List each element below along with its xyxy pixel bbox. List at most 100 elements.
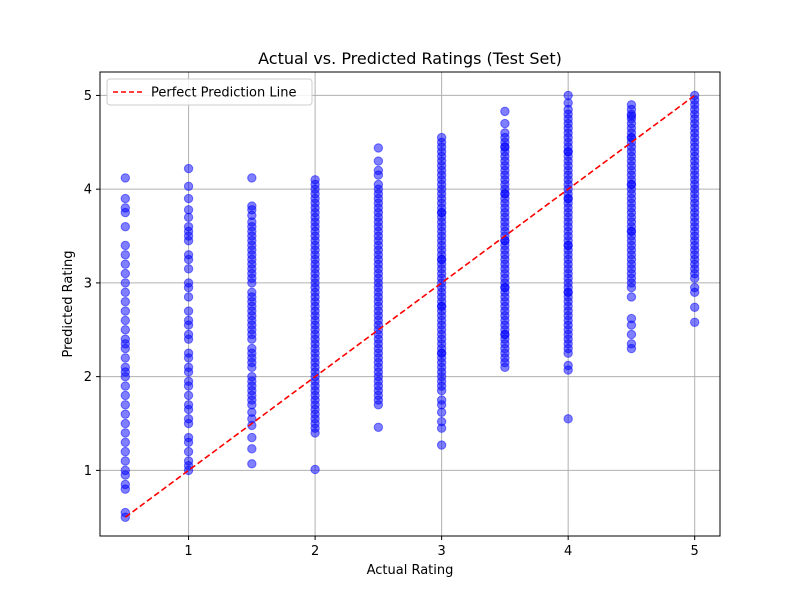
data-point bbox=[310, 254, 320, 265]
data-point bbox=[247, 245, 257, 255]
data-point bbox=[310, 464, 320, 475]
data-point bbox=[373, 334, 384, 344]
data-point bbox=[247, 173, 257, 183]
data-point bbox=[310, 386, 320, 396]
data-point bbox=[120, 325, 131, 335]
data-point bbox=[120, 306, 131, 316]
data-point bbox=[373, 259, 384, 269]
data-point bbox=[563, 315, 573, 326]
data-point bbox=[563, 259, 573, 269]
data-point bbox=[373, 381, 384, 391]
data-point bbox=[689, 282, 700, 293]
data-point bbox=[183, 292, 194, 302]
data-point bbox=[436, 362, 447, 372]
data-point bbox=[310, 282, 320, 293]
data-point bbox=[310, 329, 320, 340]
data-point bbox=[183, 205, 194, 215]
data-point bbox=[563, 414, 573, 424]
data-point bbox=[373, 221, 384, 232]
data-point bbox=[373, 371, 384, 382]
data-point bbox=[373, 231, 384, 241]
data-point bbox=[563, 360, 573, 371]
data-point bbox=[563, 334, 573, 344]
data-point bbox=[120, 259, 131, 269]
data-point bbox=[183, 400, 194, 410]
data-point bbox=[247, 395, 257, 405]
data-point bbox=[689, 203, 700, 213]
data-point bbox=[626, 156, 637, 166]
data-point bbox=[310, 245, 320, 255]
data-point bbox=[626, 313, 637, 324]
data-point bbox=[120, 390, 131, 401]
data-point bbox=[183, 367, 194, 377]
data-point bbox=[247, 273, 257, 283]
reference-line-layer bbox=[124, 94, 696, 518]
data-point bbox=[120, 268, 131, 279]
data-point bbox=[120, 339, 131, 349]
data-point bbox=[310, 320, 320, 330]
data-point bbox=[500, 221, 510, 232]
data-point bbox=[500, 315, 510, 326]
data-point bbox=[310, 348, 320, 358]
data-point bbox=[373, 184, 384, 194]
data-point bbox=[373, 203, 384, 213]
data-point bbox=[436, 325, 447, 335]
data-point bbox=[689, 184, 700, 194]
data-point bbox=[120, 278, 131, 288]
x-axis-title: Actual Rating bbox=[367, 563, 454, 578]
data-point bbox=[500, 165, 510, 176]
data-point bbox=[436, 165, 447, 176]
data-point bbox=[500, 250, 510, 260]
data-point bbox=[120, 446, 131, 457]
data-point bbox=[500, 343, 510, 354]
data-point bbox=[247, 459, 257, 469]
data-point bbox=[436, 287, 447, 297]
data-point bbox=[310, 207, 320, 218]
data-point bbox=[373, 165, 384, 176]
data-point bbox=[183, 163, 194, 174]
data-point bbox=[689, 165, 700, 176]
data-point bbox=[120, 367, 131, 377]
data-point bbox=[436, 334, 447, 344]
data-point bbox=[373, 193, 384, 204]
data-point bbox=[120, 409, 131, 419]
data-point bbox=[373, 296, 384, 307]
data-point bbox=[120, 296, 131, 307]
data-point bbox=[373, 250, 384, 260]
x-tick-label: 2 bbox=[311, 544, 319, 559]
data-point bbox=[689, 259, 700, 269]
data-point bbox=[310, 226, 320, 237]
data-point bbox=[247, 432, 257, 443]
data-point bbox=[247, 444, 257, 454]
data-point bbox=[183, 254, 194, 265]
data-point bbox=[120, 250, 131, 260]
data-point bbox=[626, 193, 637, 204]
data-point bbox=[247, 301, 257, 312]
data-point bbox=[120, 240, 131, 251]
chart-title: Actual vs. Predicted Ratings (Test Set) bbox=[258, 49, 562, 68]
data-point bbox=[247, 254, 257, 265]
data-point bbox=[436, 231, 447, 241]
x-axis-ticks: 1 2 3 4 5 bbox=[184, 536, 699, 559]
data-point bbox=[120, 465, 131, 476]
data-point bbox=[310, 301, 320, 312]
data-point bbox=[183, 264, 194, 274]
data-point bbox=[563, 175, 573, 185]
data-point bbox=[247, 292, 257, 302]
data-point bbox=[310, 311, 320, 321]
data-point bbox=[563, 203, 573, 213]
x-tick-label: 4 bbox=[564, 544, 572, 559]
x-tick-label: 1 bbox=[184, 544, 192, 559]
data-point bbox=[310, 264, 320, 274]
data-point bbox=[500, 329, 510, 340]
data-point bbox=[500, 142, 510, 152]
data-point bbox=[310, 198, 320, 208]
data-point bbox=[500, 203, 510, 213]
data-point bbox=[183, 282, 194, 293]
data-point bbox=[436, 381, 447, 391]
data-point bbox=[563, 212, 573, 222]
data-point bbox=[563, 296, 573, 307]
data-point bbox=[689, 109, 700, 119]
